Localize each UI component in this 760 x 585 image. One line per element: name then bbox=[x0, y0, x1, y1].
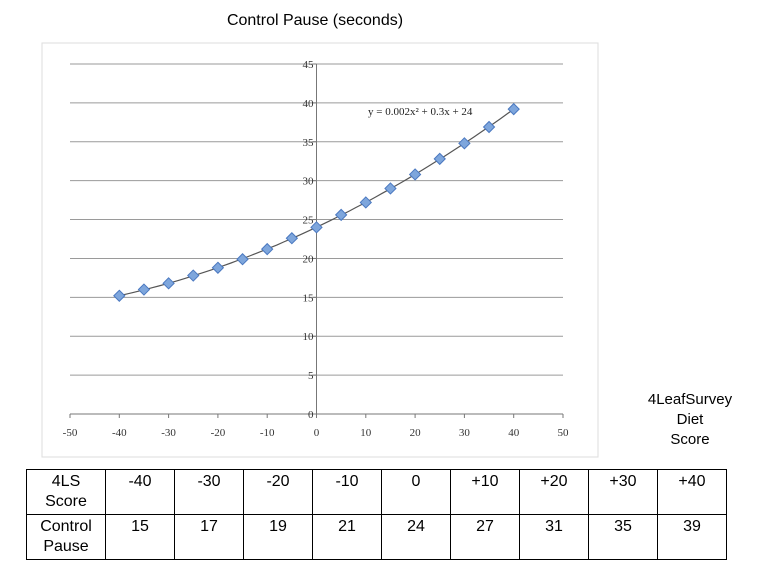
x-tick-label: -40 bbox=[112, 427, 127, 439]
trendline-equation: y = 0.002x² + 0.3x + 24 bbox=[368, 106, 473, 118]
score-cell: -10 bbox=[312, 469, 382, 515]
x-axis-note: 4LeafSurvey Diet Score bbox=[620, 390, 760, 450]
x-tick-label: -30 bbox=[161, 427, 176, 439]
row-label-control-pause: Control Pause bbox=[26, 514, 106, 560]
data-point bbox=[458, 137, 471, 150]
score-cell: -30 bbox=[174, 469, 244, 515]
data-table: 4LS Score -40 -30 -20 -10 0 +10 +20 +30 … bbox=[26, 469, 727, 560]
x-tick-label: -10 bbox=[260, 427, 275, 439]
row-label-line: Score bbox=[45, 493, 87, 510]
pause-cell: 15 bbox=[105, 514, 175, 560]
pause-cell: 27 bbox=[450, 514, 520, 560]
score-cell: -40 bbox=[105, 469, 175, 515]
data-point bbox=[162, 277, 175, 290]
axis-note-line: 4LeafSurvey bbox=[647, 391, 733, 408]
scatter-chart: 0 5 10 15 20 25 30 35 40 45 -50 -40 -30 -20 -10 0 10 20 3… bbox=[41, 42, 599, 458]
data-point bbox=[310, 221, 323, 234]
data-point bbox=[260, 242, 274, 256]
x-tick-labels: -50 -40 -30 -20 -10 0 10 20 30 40 50 bbox=[63, 427, 569, 439]
table-row-scores: 4LS Score -40 -30 -20 -10 0 +10 +20 +30 … bbox=[26, 469, 727, 515]
y-tick-labels: 0 5 10 15 20 25 30 35 40 45 bbox=[303, 59, 315, 421]
y-tick-label: 45 bbox=[303, 59, 315, 71]
y-tick-label: 20 bbox=[303, 253, 315, 265]
data-point bbox=[507, 102, 520, 116]
x-tick-label: 50 bbox=[558, 427, 570, 439]
x-tick-label: 20 bbox=[410, 427, 422, 439]
data-point bbox=[384, 182, 397, 195]
data-point bbox=[408, 168, 422, 181]
axis-note-line: Diet bbox=[676, 411, 704, 428]
axes bbox=[69, 63, 564, 418]
x-tick-label: 30 bbox=[459, 427, 471, 439]
x-tick-label: -20 bbox=[211, 427, 226, 439]
score-cell: 0 bbox=[381, 469, 451, 515]
data-point bbox=[137, 283, 151, 296]
x-tick-label: 10 bbox=[360, 427, 372, 439]
score-cell: +30 bbox=[588, 469, 658, 515]
pause-cell: 39 bbox=[657, 514, 727, 560]
x-tick-label: 0 bbox=[314, 427, 320, 439]
data-point bbox=[236, 253, 249, 266]
row-label-4ls-score: 4LS Score bbox=[26, 469, 106, 515]
data-points bbox=[113, 102, 520, 302]
y-tick-label: 0 bbox=[308, 409, 314, 421]
x-tick-label: 40 bbox=[508, 427, 520, 439]
score-cell: +10 bbox=[450, 469, 520, 515]
data-point bbox=[187, 269, 200, 282]
data-point bbox=[359, 196, 373, 209]
y-tick-label: 15 bbox=[303, 292, 315, 304]
pause-cell: 17 bbox=[174, 514, 244, 560]
y-tick-label: 25 bbox=[303, 215, 315, 227]
row-label-line: Pause bbox=[43, 538, 89, 555]
pause-cell: 35 bbox=[588, 514, 658, 560]
pause-cell: 31 bbox=[519, 514, 589, 560]
data-point bbox=[285, 232, 299, 245]
data-point bbox=[334, 208, 348, 222]
row-label-line: 4LS bbox=[51, 473, 81, 490]
y-tick-label: 30 bbox=[303, 176, 315, 188]
y-tick-label: 10 bbox=[303, 331, 315, 343]
score-cell: +40 bbox=[657, 469, 727, 515]
pause-cell: 24 bbox=[381, 514, 451, 560]
data-point bbox=[482, 120, 496, 134]
y-tick-label: 5 bbox=[308, 370, 314, 382]
row-label-line: Control bbox=[40, 518, 92, 535]
table-row-pauses: Control Pause 15 17 19 21 24 27 31 35 39 bbox=[26, 514, 727, 560]
data-point bbox=[113, 289, 126, 302]
y-tick-label: 35 bbox=[303, 137, 315, 149]
axis-note-line: Score bbox=[670, 431, 710, 448]
data-point bbox=[433, 152, 446, 166]
x-tick-label: -50 bbox=[63, 427, 78, 439]
pause-cell: 19 bbox=[243, 514, 313, 560]
score-cell: -20 bbox=[243, 469, 313, 515]
data-point bbox=[211, 261, 225, 274]
pause-cell: 21 bbox=[312, 514, 382, 560]
chart-title: Control Pause (seconds) bbox=[226, 12, 404, 29]
score-cell: +20 bbox=[519, 469, 589, 515]
plot-frame bbox=[41, 42, 599, 458]
y-tick-label: 40 bbox=[303, 98, 315, 110]
